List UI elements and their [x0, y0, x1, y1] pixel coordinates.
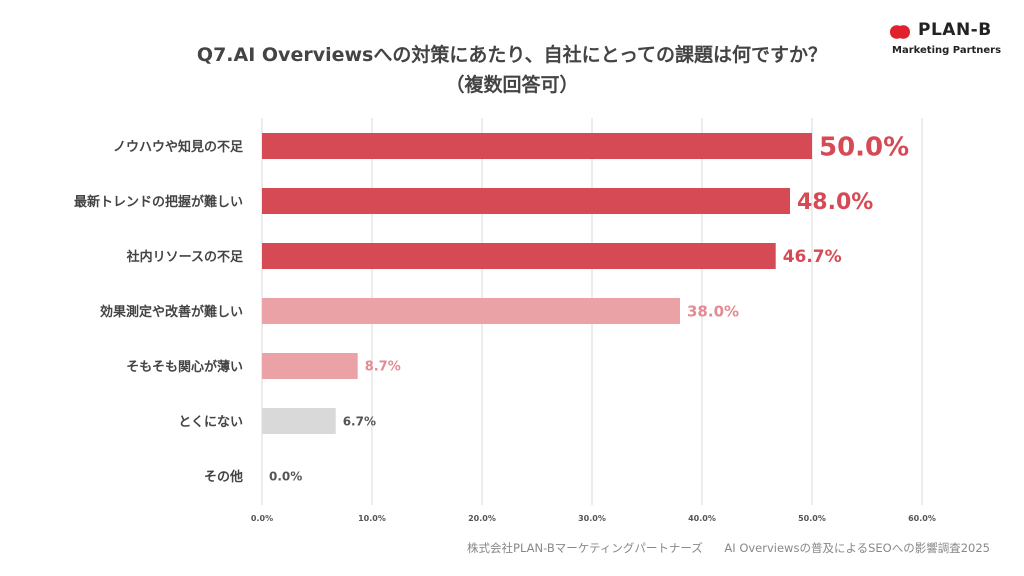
- data-label: 50.0%: [819, 132, 909, 162]
- category-label: そもそも関心が薄い: [126, 359, 243, 375]
- x-tick-label: 40.0%: [688, 514, 716, 523]
- x-tick-label: 30.0%: [578, 514, 606, 523]
- bar: [262, 133, 812, 159]
- x-tick-label: 60.0%: [908, 514, 936, 523]
- footer: 株式会社PLAN-Bマーケティングパートナーズ AI Overviewsの普及に…: [467, 540, 990, 556]
- footer-survey: AI Overviewsの普及によるSEOへの影響調査2025: [724, 541, 990, 555]
- category-label: 社内リソースの不足: [126, 249, 244, 265]
- bar: [262, 188, 790, 214]
- category-label: 最新トレンドの把握が難しい: [74, 194, 243, 210]
- x-tick-label: 0.0%: [251, 514, 273, 523]
- x-tick-label: 50.0%: [798, 514, 826, 523]
- bar: [262, 243, 776, 269]
- x-tick-label: 20.0%: [468, 514, 496, 523]
- data-label: 0.0%: [269, 469, 302, 483]
- plan-b-logo-icon: [890, 25, 910, 39]
- footer-company: 株式会社PLAN-Bマーケティングパートナーズ: [467, 541, 703, 555]
- category-label: 効果測定や改善が難しい: [100, 304, 243, 320]
- data-label: 38.0%: [687, 302, 739, 320]
- chart-title-line2: （複数回答可）: [445, 74, 579, 96]
- x-tick-label: 10.0%: [358, 514, 386, 523]
- data-label: 6.7%: [343, 414, 376, 428]
- bar: [262, 353, 358, 379]
- chart-title: Q7.AI Overviewsへの対策にあたり、自社にとっての課題は何ですか？ …: [0, 40, 1024, 100]
- bar: [262, 408, 336, 434]
- data-label: 48.0%: [797, 190, 873, 215]
- data-label: 46.7%: [783, 247, 842, 267]
- category-label: とくにない: [178, 415, 243, 430]
- category-label: ノウハウや知見の不足: [113, 139, 244, 155]
- logo-name: PLAN-B: [918, 20, 992, 40]
- chart-title-line1: Q7.AI Overviewsへの対策にあたり、自社にとっての課題は何ですか？: [196, 44, 828, 66]
- logo-tagline: Marketing Partners: [892, 45, 1002, 56]
- logo: PLAN-B Marketing Partners: [888, 20, 1002, 60]
- data-label: 8.7%: [365, 360, 401, 375]
- bar: [262, 298, 680, 324]
- category-label: その他: [204, 469, 243, 485]
